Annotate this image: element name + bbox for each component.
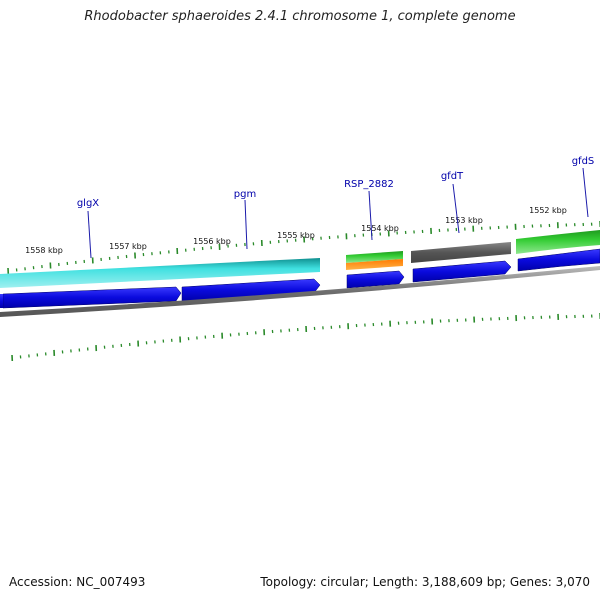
cds-arrow-gfds[interactable]: [517, 248, 600, 272]
gene-label-rsp2882[interactable]: RSP_2882: [344, 179, 394, 190]
kbp-label: 1554 kbp: [361, 224, 399, 233]
gene-label-glgx[interactable]: glgX: [77, 198, 99, 209]
chromosome-backbone: [0, 266, 600, 317]
gene-label-gfdt[interactable]: gfdT: [441, 171, 464, 182]
gene-leader-line: [582, 167, 589, 218]
gene-leader-line: [244, 199, 248, 250]
feature-green-gfds[interactable]: [516, 230, 600, 254]
cds-arrow-left-edge[interactable]: [0, 294, 3, 308]
kbp-label: 1557 kbp: [109, 242, 147, 251]
kbp-label: 1552 kbp: [529, 206, 567, 215]
map-title: Rhodobacter sphaeroides 2.4.1 chromosome…: [84, 9, 516, 24]
kbp-label: 1553 kbp: [445, 216, 483, 225]
kbp-label: 1558 kbp: [25, 246, 63, 255]
feature-orange-rsp2882[interactable]: [346, 259, 403, 270]
accession-text: Accession: NC_007493: [9, 575, 146, 589]
gene-label-gfds[interactable]: gfdS: [572, 156, 595, 167]
cds-arrow-rsp2882[interactable]: [346, 270, 405, 289]
kbp-label: 1555 kbp: [277, 231, 315, 240]
gene-leader-line: [368, 190, 373, 241]
feature-cyan[interactable]: [0, 258, 320, 288]
outer-tick-ring: [7, 221, 600, 275]
kbp-label: 1556 kbp: [193, 237, 231, 246]
cds-arrow-pgm[interactable]: [181, 278, 321, 302]
inner-tick-ring: [11, 313, 600, 362]
feature-gray-gfdt[interactable]: [411, 242, 511, 263]
gene-label-pgm[interactable]: pgm: [234, 189, 256, 200]
gene-leader-line: [452, 183, 460, 234]
genome-summary-text: Topology: circular; Length: 3,188,609 bp…: [260, 575, 590, 589]
cds-arrow-gfdt[interactable]: [412, 260, 512, 283]
gene-leader-line: [87, 210, 92, 259]
